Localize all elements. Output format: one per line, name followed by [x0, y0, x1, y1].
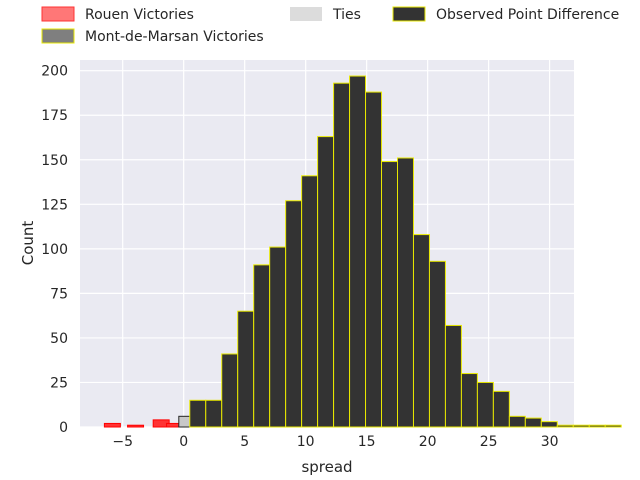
- bar: [317, 136, 335, 428]
- y-tick-label: 125: [41, 197, 68, 213]
- legend-swatch-ties: [290, 7, 322, 21]
- bar: [285, 200, 303, 428]
- y-tick-label: 150: [41, 153, 68, 169]
- bar: [460, 373, 478, 428]
- y-tick-label: 200: [41, 64, 68, 80]
- bar: [333, 82, 351, 428]
- y-axis-label: Count: [19, 221, 37, 266]
- bar: [524, 417, 542, 428]
- legend-swatch-observed: [392, 6, 426, 22]
- y-tick-label: 25: [50, 375, 68, 391]
- x-tick-label: 0: [179, 434, 188, 450]
- legend-label-ties: Ties: [332, 7, 361, 23]
- bar: [604, 424, 622, 428]
- bar: [269, 246, 287, 428]
- x-tick-label: 25: [480, 434, 498, 450]
- x-axis-label: spread: [301, 458, 352, 476]
- x-tick-label: 10: [297, 434, 315, 450]
- bar: [492, 390, 510, 428]
- bar: [572, 424, 590, 428]
- bar: [189, 399, 207, 428]
- y-tick-label: 175: [41, 108, 68, 124]
- legend-label-mont-de-marsan: Mont-de-Marsan Victories: [85, 29, 264, 45]
- bar: [349, 75, 367, 428]
- legend-swatch-mont-de-marsan: [41, 28, 75, 44]
- x-tick-label: 30: [541, 434, 559, 450]
- x-tick-labels: −5 0 5 10 15 20 25 30: [112, 434, 558, 450]
- bar: [540, 421, 558, 428]
- bar: [127, 424, 145, 428]
- y-tick-label: 0: [59, 420, 68, 436]
- bar: [381, 161, 399, 428]
- x-tick-label: 5: [240, 434, 249, 450]
- bar: [397, 157, 414, 428]
- y-tick-label: 75: [50, 286, 68, 302]
- legend-label-observed: Observed Point Difference: [436, 7, 619, 23]
- legend-swatch-rouen: [41, 6, 75, 22]
- x-tick-label: 15: [358, 434, 376, 450]
- bar: [221, 353, 239, 428]
- bar: [365, 91, 383, 428]
- bar: [103, 422, 121, 428]
- legend-label-rouen: Rouen Victories: [85, 7, 194, 23]
- bars: [103, 75, 622, 428]
- bar: [556, 424, 574, 428]
- bar: [412, 234, 430, 428]
- bar: [237, 310, 255, 428]
- y-tick-labels: 0 25 50 75 100 125 150 175 200: [41, 64, 68, 436]
- x-tick-label: −5: [112, 434, 133, 450]
- x-tick-label: 20: [419, 434, 437, 450]
- bar: [253, 264, 271, 428]
- bar: [301, 175, 319, 428]
- legend: Rouen Victories Mont-de-Marsan Victories…: [41, 6, 619, 45]
- bar: [508, 415, 526, 428]
- bar: [588, 424, 606, 428]
- bar: [428, 260, 446, 428]
- bar: [476, 381, 494, 428]
- y-tick-label: 50: [50, 331, 68, 347]
- y-tick-label: 100: [41, 242, 68, 258]
- bar: [444, 324, 462, 428]
- bar: [205, 399, 223, 428]
